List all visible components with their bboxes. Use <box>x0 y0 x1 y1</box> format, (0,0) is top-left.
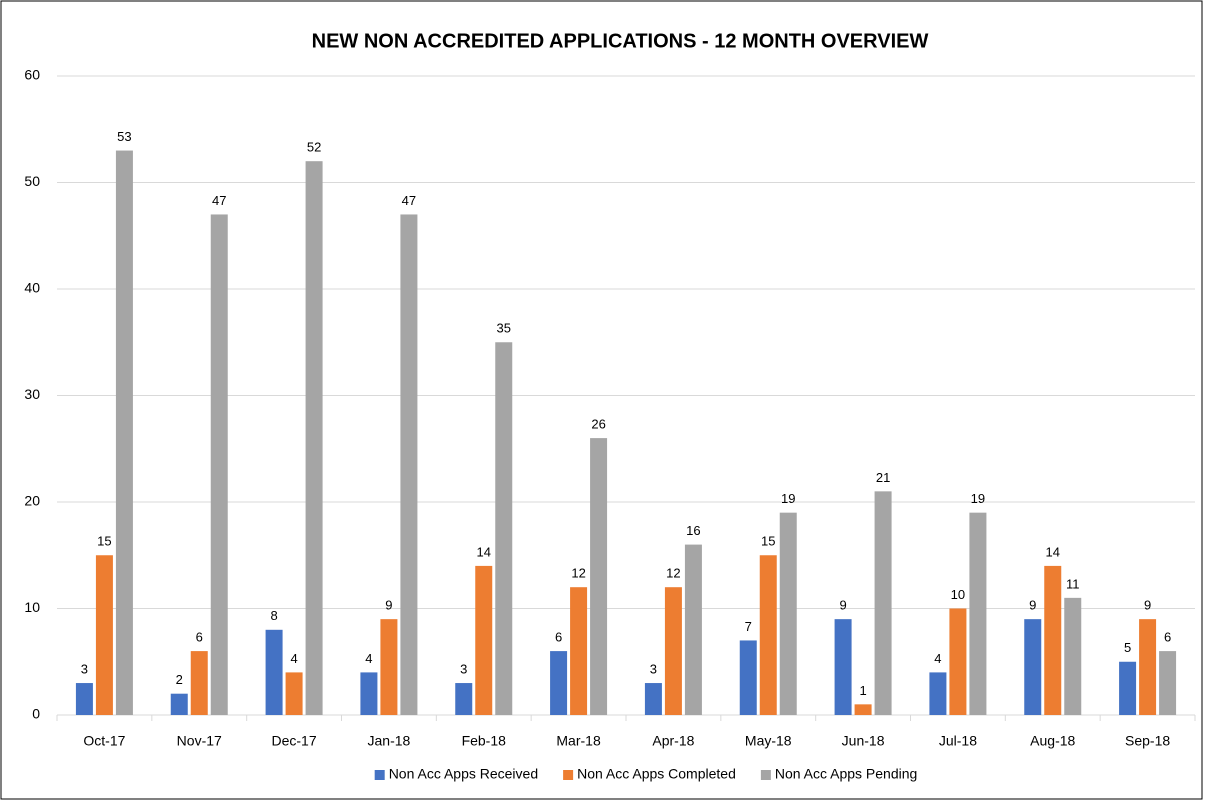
bar <box>170 693 188 715</box>
bar <box>684 544 702 715</box>
data-label: 14 <box>477 544 491 559</box>
data-label: 6 <box>196 630 203 645</box>
bar <box>1119 661 1137 715</box>
bar <box>360 672 378 715</box>
x-tick-label: Nov-17 <box>177 733 222 749</box>
legend-swatch <box>760 770 771 780</box>
bar <box>664 587 682 715</box>
x-tick-label: May-18 <box>745 733 792 749</box>
data-label: 9 <box>1144 598 1151 613</box>
data-label: 52 <box>307 140 321 155</box>
data-label: 15 <box>97 534 111 549</box>
legend-label: Non Acc Apps Completed <box>577 766 736 782</box>
bar <box>1024 619 1042 715</box>
data-label: 12 <box>666 566 680 581</box>
x-tick-label: Mar-18 <box>556 733 601 749</box>
data-label: 9 <box>385 598 392 613</box>
bar <box>380 619 398 715</box>
data-label: 3 <box>81 661 88 676</box>
data-label: 9 <box>839 598 846 613</box>
bar <box>739 640 757 715</box>
data-label: 4 <box>365 651 372 666</box>
x-tick-label: Apr-18 <box>652 733 694 749</box>
y-tick-label: 50 <box>24 173 40 189</box>
x-tick-label: Jan-18 <box>368 733 411 749</box>
bar <box>75 683 93 715</box>
legend-label: Non Acc Apps Pending <box>775 766 917 782</box>
bar <box>285 672 303 715</box>
x-tick-label: Feb-18 <box>462 733 507 749</box>
bar <box>949 608 967 715</box>
data-label: 11 <box>1066 576 1080 591</box>
data-label: 35 <box>497 321 511 336</box>
chart-title: NEW NON ACCREDITED APPLICATIONS - 12 MON… <box>312 30 929 52</box>
data-label: 12 <box>571 566 585 581</box>
data-label: 1 <box>859 683 866 698</box>
bar <box>874 491 892 715</box>
y-tick-label: 60 <box>24 67 40 83</box>
data-label: 6 <box>1164 630 1171 645</box>
x-tick-label: Aug-18 <box>1030 733 1075 749</box>
data-label: 3 <box>460 661 467 676</box>
bar <box>400 214 418 715</box>
x-tick-label: Jul-18 <box>939 733 977 749</box>
bar <box>644 683 662 715</box>
bar <box>779 512 797 715</box>
data-label: 21 <box>876 470 890 485</box>
data-label: 4 <box>934 651 941 666</box>
bar <box>305 161 323 715</box>
x-tick-label: Dec-17 <box>272 733 317 749</box>
data-label: 14 <box>1046 544 1060 559</box>
bar <box>495 342 513 715</box>
legend-swatch <box>563 770 574 780</box>
bar <box>854 704 872 715</box>
x-tick-label: Jun-18 <box>842 733 885 749</box>
data-label: 10 <box>951 587 965 602</box>
bar <box>210 214 228 715</box>
bar <box>834 619 852 715</box>
y-tick-label: 40 <box>24 280 40 296</box>
data-label: 16 <box>686 523 700 538</box>
bar <box>475 565 493 715</box>
data-label: 19 <box>781 491 795 506</box>
data-label: 3 <box>650 661 657 676</box>
x-tick-label: Sep-18 <box>1125 733 1170 749</box>
data-label: 15 <box>761 534 775 549</box>
y-tick-label: 20 <box>24 493 40 509</box>
x-tick-label: Oct-17 <box>83 733 125 749</box>
data-label: 53 <box>117 129 131 144</box>
data-label: 47 <box>212 193 226 208</box>
y-tick-label: 30 <box>24 386 40 402</box>
bar <box>455 683 473 715</box>
bar <box>115 150 133 716</box>
bar <box>1064 597 1082 715</box>
bar <box>759 555 777 715</box>
bar <box>95 555 113 715</box>
bar <box>929 672 947 715</box>
data-label: 19 <box>971 491 985 506</box>
data-label: 7 <box>745 619 752 634</box>
bar <box>1044 565 1062 715</box>
data-label: 26 <box>591 417 605 432</box>
bar <box>1159 651 1177 715</box>
bar <box>570 587 588 715</box>
bar <box>1139 619 1157 715</box>
data-label: 47 <box>402 193 416 208</box>
legend-label: Non Acc Apps Received <box>389 766 538 782</box>
data-label: 5 <box>1124 640 1131 655</box>
bar <box>190 651 208 715</box>
data-label: 4 <box>290 651 297 666</box>
bar <box>550 651 568 715</box>
data-label: 2 <box>176 672 183 687</box>
data-label: 8 <box>270 608 277 623</box>
bar <box>590 438 608 715</box>
legend-swatch <box>374 770 385 780</box>
data-label: 6 <box>555 630 562 645</box>
bar <box>969 512 987 715</box>
y-tick-label: 10 <box>24 599 40 615</box>
y-tick-label: 0 <box>32 706 40 722</box>
data-label: 9 <box>1029 598 1036 613</box>
bar <box>265 629 283 715</box>
